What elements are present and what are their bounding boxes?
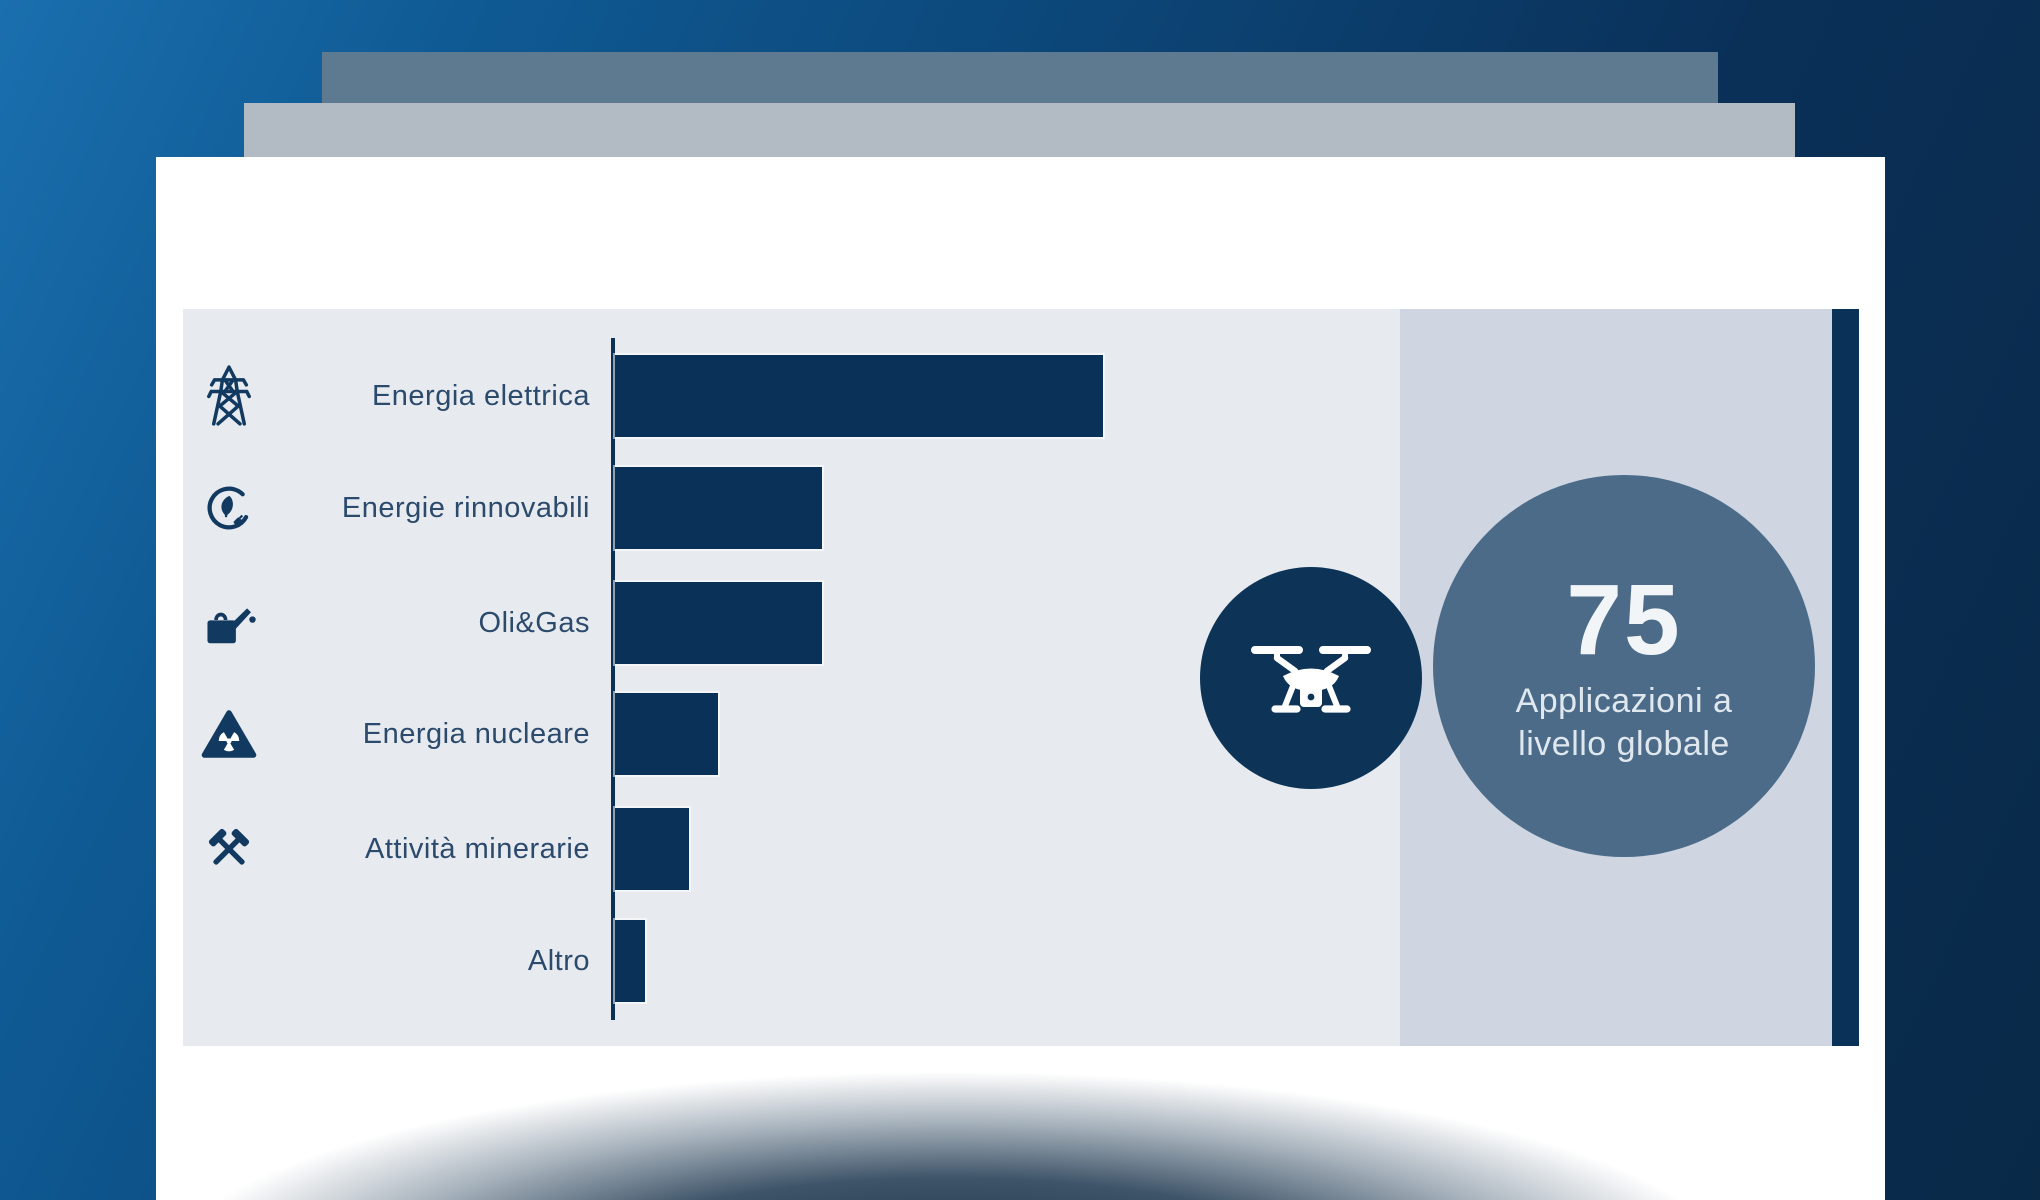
transmission-tower-icon <box>196 355 262 437</box>
bar-label: Oli&Gas <box>478 607 590 639</box>
bar-row: Attività minerarie <box>0 808 2040 890</box>
applications-count: 75 <box>1566 564 1682 676</box>
chart-axis-line <box>611 338 615 1020</box>
global-applications-circle: 75 Applicazioni a livello globale <box>1433 475 1815 857</box>
oil-can-icon <box>196 582 262 664</box>
renewable-energy-icon <box>196 467 262 549</box>
bar-label: Energia nucleare <box>362 718 590 750</box>
bar-row: Energie rinnovabili <box>0 467 2040 549</box>
nuclear-radiation-icon <box>196 693 262 775</box>
bar-label: Attività minerarie <box>365 833 590 865</box>
bar-label: Energie rinnovabili <box>341 492 590 524</box>
bar-row: Oli&Gas <box>0 582 2040 664</box>
bar-attivita-minerarie <box>615 808 689 890</box>
bar-label: Altro <box>527 945 590 977</box>
drone-icon <box>1246 628 1376 729</box>
bar-row: Altro <box>0 920 2040 1002</box>
bar-oli-gas <box>615 582 822 664</box>
bar-energia-nucleare <box>615 693 718 775</box>
bar-energie-rinnovabili <box>615 467 822 549</box>
applications-caption: Applicazioni a livello globale <box>1515 682 1733 763</box>
bar-label: Energia elettrica <box>371 380 590 412</box>
bar-row: Energia elettrica <box>0 355 2040 437</box>
accent-stripe <box>1832 309 1859 1046</box>
bar-row: Energia nucleare <box>0 693 2040 775</box>
bar-altro <box>615 920 645 1002</box>
mining-hammers-icon <box>196 808 262 890</box>
bar-energia-elettrica <box>615 355 1103 437</box>
drone-badge <box>1200 567 1422 789</box>
